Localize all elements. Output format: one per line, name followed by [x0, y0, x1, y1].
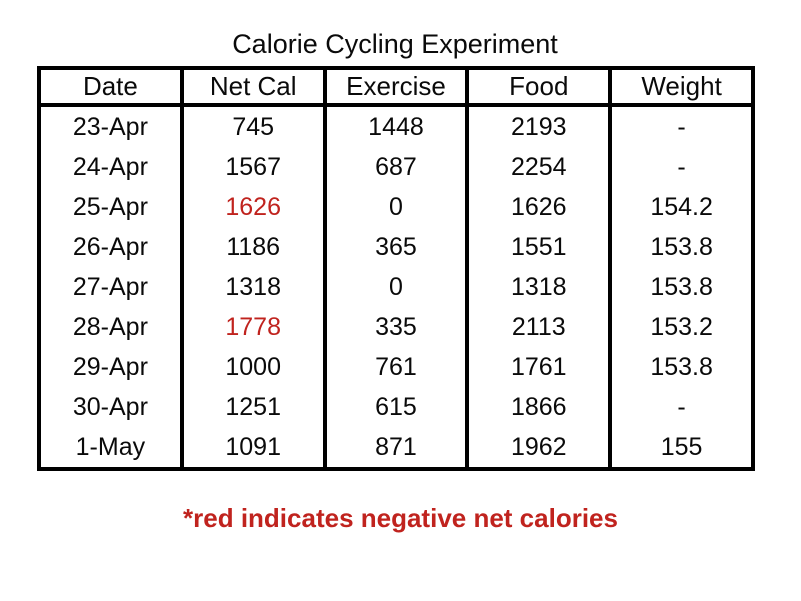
exercise-cell: 365	[322, 227, 470, 267]
food-cell: 1318	[465, 267, 613, 307]
net-cal-cell: 1778	[179, 307, 327, 347]
date-cell: 26-Apr	[37, 227, 184, 267]
date-cell: 28-Apr	[37, 307, 184, 347]
col-header-date: Date	[37, 68, 184, 107]
exercise-cell: 0	[322, 267, 470, 307]
food-cell: 1761	[465, 347, 613, 387]
net-cal-cell: 1567	[179, 147, 327, 187]
table-row: 29-Apr 1000 761 1761 153.8	[37, 347, 755, 387]
net-cal-cell: 1626	[179, 187, 327, 227]
red-footnote: *red indicates negative net calories	[183, 503, 618, 533]
calorie-table-header: Date Net Cal Exercise Food Weight	[37, 68, 755, 107]
weight-cell: 153.8	[608, 267, 755, 307]
table-row: 26-Apr 1186 365 1551 153.8	[37, 227, 755, 267]
date-cell: 27-Apr	[37, 267, 184, 307]
col-header-weight: Weight	[608, 68, 755, 107]
date-cell: 25-Apr	[37, 187, 184, 227]
food-cell: 1626	[465, 187, 613, 227]
date-cell: 23-Apr	[37, 105, 184, 147]
col-header-exercise: Exercise	[322, 68, 470, 107]
weight-cell: 153.8	[608, 347, 755, 387]
date-cell: 1-May	[37, 427, 184, 469]
date-cell: 30-Apr	[37, 387, 184, 427]
food-cell: 2193	[465, 105, 613, 147]
weight-cell: 155	[608, 427, 755, 469]
net-cal-cell: 1186	[179, 227, 327, 267]
date-cell: 29-Apr	[37, 347, 184, 387]
food-cell: 1551	[465, 227, 613, 267]
weight-cell: -	[608, 147, 755, 187]
table-row: 28-Apr 1778 335 2113 153.2	[37, 307, 755, 347]
table-row: 23-Apr 745 1448 2193 -	[37, 105, 755, 147]
header-row: Date Net Cal Exercise Food Weight	[37, 68, 755, 107]
food-cell: 1962	[465, 427, 613, 469]
weight-cell: 153.2	[608, 307, 755, 347]
weight-cell: -	[608, 105, 755, 147]
page-title: Calorie Cycling Experiment	[232, 29, 558, 59]
net-cal-cell: 745	[179, 105, 327, 147]
exercise-cell: 687	[322, 147, 470, 187]
exercise-cell: 761	[322, 347, 470, 387]
exercise-cell: 0	[322, 187, 470, 227]
exercise-cell: 1448	[322, 105, 470, 147]
food-cell: 2113	[465, 307, 613, 347]
weight-cell: 154.2	[608, 187, 755, 227]
table-row: 24-Apr 1567 687 2254 -	[37, 147, 755, 187]
calorie-table-body: 23-Apr 745 1448 2193 - 24-Apr 1567 687 2…	[37, 105, 755, 469]
calorie-table: Date Net Cal Exercise Food Weight 23-Apr…	[37, 66, 755, 471]
table-row: 30-Apr 1251 615 1866 -	[37, 387, 755, 427]
net-cal-cell: 1000	[179, 347, 327, 387]
table-row: 27-Apr 1318 0 1318 153.8	[37, 267, 755, 307]
weight-cell: 153.8	[608, 227, 755, 267]
net-cal-cell: 1091	[179, 427, 327, 469]
col-header-food: Food	[465, 68, 613, 107]
net-cal-cell: 1251	[179, 387, 327, 427]
food-cell: 1866	[465, 387, 613, 427]
date-cell: 24-Apr	[37, 147, 184, 187]
food-cell: 2254	[465, 147, 613, 187]
exercise-cell: 615	[322, 387, 470, 427]
table-row: 1-May 1091 871 1962 155	[37, 427, 755, 469]
net-cal-cell: 1318	[179, 267, 327, 307]
col-header-net-cal: Net Cal	[179, 68, 327, 107]
table-row: 25-Apr 1626 0 1626 154.2	[37, 187, 755, 227]
weight-cell: -	[608, 387, 755, 427]
exercise-cell: 871	[322, 427, 470, 469]
exercise-cell: 335	[322, 307, 470, 347]
